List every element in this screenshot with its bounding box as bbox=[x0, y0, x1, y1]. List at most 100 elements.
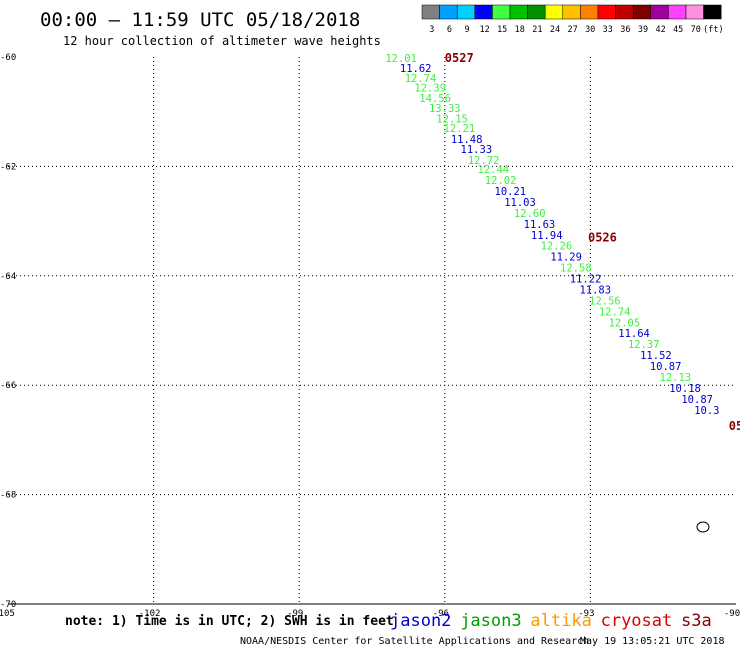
swh-value-label: 12.39 bbox=[414, 83, 446, 95]
chart-title: 00:00 – 11:59 UTC 05/18/2018 bbox=[40, 9, 360, 31]
swh-value-label: 11.48 bbox=[451, 134, 483, 146]
colorbar-label: 21 bbox=[532, 25, 542, 35]
swh-value-label: 12.13 bbox=[660, 372, 692, 384]
colorbar-swatch bbox=[456, 4, 476, 20]
swh-value-label: 11.03 bbox=[504, 197, 536, 209]
colorbar-swatch bbox=[703, 4, 722, 20]
x-tick-label: -105 bbox=[0, 609, 15, 619]
y-tick-label: -60 bbox=[0, 53, 16, 63]
footer-note: note: 1) Time is in UTC; 2) SWH is in fe… bbox=[65, 614, 394, 629]
swh-value-label: 10.18 bbox=[669, 383, 701, 395]
colorbar: 3 6 9 12 15 18 21 24 27 30 33 36 39 42 45 70 (ft) bbox=[421, 4, 724, 35]
swh-value-label: 11.29 bbox=[550, 252, 582, 264]
legend-altika: altika bbox=[530, 611, 591, 631]
colorbar-label: 27 bbox=[567, 25, 577, 35]
swh-value-label: 12.74 bbox=[599, 306, 631, 318]
x-tick-label: -102 bbox=[139, 609, 161, 619]
swh-value-label: 12.44 bbox=[478, 164, 510, 176]
legend-s3a: s3a bbox=[681, 611, 712, 631]
swh-value-label: 12.02 bbox=[485, 175, 517, 187]
swh-value-label: 14.56 bbox=[419, 93, 451, 105]
island-outline bbox=[696, 521, 710, 533]
colorbar-label: 15 bbox=[497, 25, 507, 35]
swh-value-label: 12.56 bbox=[589, 295, 621, 307]
swh-value-label: 13.33 bbox=[429, 103, 461, 115]
swh-value-label: 12.37 bbox=[628, 339, 660, 351]
colorbar-label: 24 bbox=[550, 25, 560, 35]
swh-value-label: 12.26 bbox=[541, 241, 573, 253]
pass-time-label: 05 bbox=[729, 419, 740, 433]
swh-value-label: 12.05 bbox=[609, 317, 641, 329]
colorbar-swatch bbox=[668, 4, 687, 20]
axes: -105 -102 -99 -96 -93 -90 -60 -62 -64 -66 -68 -70 bbox=[0, 53, 740, 619]
grid-lines bbox=[8, 57, 736, 604]
footer-timestamp: May 19 13:05:21 UTC 2018 bbox=[580, 636, 725, 647]
colorbar-label: 33 bbox=[603, 25, 613, 35]
colorbar-label: 42 bbox=[655, 25, 665, 35]
swh-value-label: 11.94 bbox=[531, 230, 563, 242]
colorbar-swatch bbox=[685, 4, 704, 20]
colorbar-label: 30 bbox=[585, 25, 595, 35]
x-tick-label: -96 bbox=[433, 609, 449, 619]
colorbar-swatch bbox=[562, 4, 581, 20]
colorbar-swatch bbox=[580, 4, 599, 20]
colorbar-swatch bbox=[527, 4, 546, 20]
colorbar-label: 70 bbox=[691, 25, 701, 35]
data-labels: 12.0111.6212.7412.3914.5613.3312.1512.21… bbox=[385, 53, 719, 417]
colorbar-swatch bbox=[597, 4, 616, 20]
swh-value-label: 10.87 bbox=[681, 394, 713, 406]
swh-value-label: 11.63 bbox=[524, 219, 556, 231]
y-tick-label: -62 bbox=[0, 162, 16, 172]
y-tick-label: -70 bbox=[0, 600, 16, 610]
swh-value-label: 12.72 bbox=[468, 155, 500, 167]
colorbar-swatch bbox=[492, 4, 511, 20]
swh-value-label: 11.64 bbox=[618, 328, 650, 340]
swh-value-label: 12.74 bbox=[405, 73, 437, 85]
x-tick-label: -90 bbox=[724, 609, 740, 619]
y-tick-label: -64 bbox=[0, 272, 16, 282]
swh-value-label: 12.21 bbox=[444, 123, 476, 135]
colorbar-swatch bbox=[615, 4, 634, 20]
chart-subtitle: 12 hour collection of altimeter wave hei… bbox=[63, 34, 381, 48]
colorbar-label: 3 bbox=[429, 25, 434, 35]
colorbar-label: 36 bbox=[620, 25, 630, 35]
colorbar-label: 18 bbox=[515, 25, 525, 35]
swh-value-label: 12.01 bbox=[385, 53, 417, 65]
y-tick-label: -68 bbox=[0, 491, 16, 501]
swh-value-label: 10.87 bbox=[650, 361, 682, 373]
swh-value-label: 12.60 bbox=[514, 208, 546, 220]
colorbar-swatch bbox=[632, 4, 652, 20]
colorbar-swatch bbox=[544, 4, 564, 20]
time-labels: 0527 0526 05 bbox=[445, 51, 740, 433]
colorbar-swatch bbox=[421, 4, 440, 20]
footer-credit: NOAA/NESDIS Center for Satellite Applica… bbox=[240, 636, 589, 647]
pass-time-label: 0527 bbox=[445, 51, 474, 65]
colorbar-swatch bbox=[650, 4, 669, 20]
swh-value-label: 12.15 bbox=[436, 113, 468, 125]
colorbar-swatch bbox=[439, 4, 458, 20]
colorbar-label: 6 bbox=[447, 25, 452, 35]
swh-value-label: 10.3 bbox=[694, 405, 719, 417]
swh-value-label: 11.22 bbox=[570, 274, 602, 286]
legend-jason2: jason2 bbox=[390, 611, 451, 631]
legend-cryosat: cryosat bbox=[601, 611, 673, 631]
colorbar-label: 9 bbox=[464, 25, 469, 35]
swh-value-label: 11.83 bbox=[579, 284, 611, 296]
colorbar-swatch bbox=[474, 4, 493, 20]
colorbar-swatch bbox=[509, 4, 528, 20]
x-tick-label: -99 bbox=[287, 609, 303, 619]
y-tick-label: -66 bbox=[0, 381, 16, 391]
x-tick-label: -93 bbox=[578, 609, 594, 619]
swh-value-label: 11.52 bbox=[640, 350, 672, 362]
swh-value-label: 10.21 bbox=[495, 186, 527, 198]
colorbar-label: (ft) bbox=[703, 25, 723, 35]
pass-time-label: 0526 bbox=[588, 231, 617, 245]
swh-value-label: 11.33 bbox=[461, 144, 493, 156]
legend-jason3: jason3 bbox=[460, 611, 521, 631]
swh-value-label: 12.58 bbox=[560, 263, 592, 275]
satellite-legend: jason2 jason3 altika cryosat s3a bbox=[390, 611, 712, 631]
colorbar-label: 12 bbox=[479, 25, 489, 35]
colorbar-label: 39 bbox=[638, 25, 648, 35]
swh-value-label: 11.62 bbox=[400, 63, 432, 75]
